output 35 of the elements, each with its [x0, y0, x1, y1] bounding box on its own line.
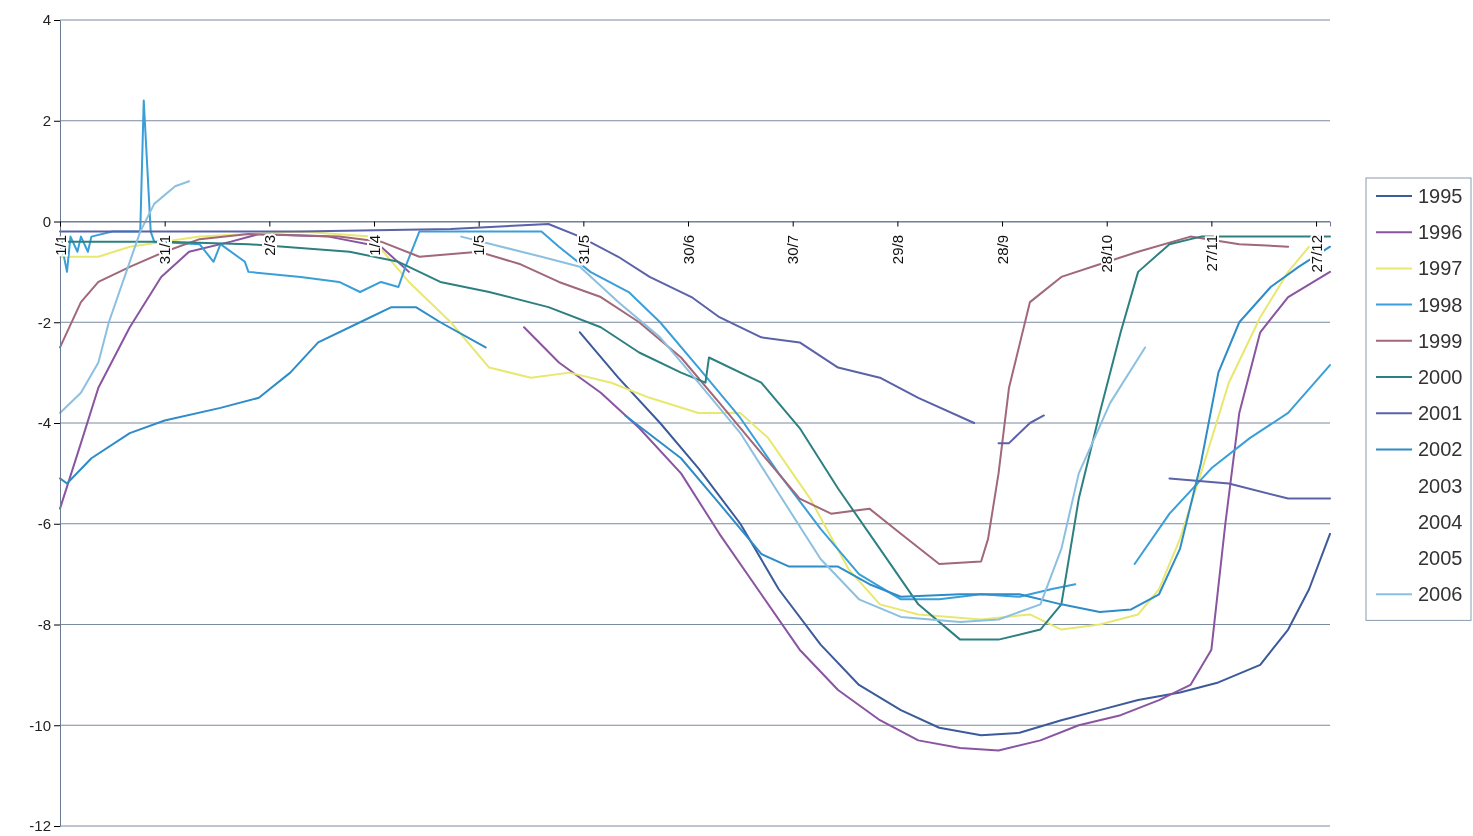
legend-label: 2006 [1418, 583, 1463, 606]
y-tick-label: 4 [42, 11, 51, 29]
y-tick-label: -4 [37, 414, 51, 432]
legend-label: 1998 [1418, 293, 1463, 316]
y-tick-label: 0 [42, 212, 51, 230]
x-tick-label: 2/3 [261, 235, 279, 256]
y-tick-label: -8 [37, 615, 51, 633]
legend-label: 2001 [1418, 402, 1463, 425]
y-tick-label: 2 [42, 112, 51, 130]
legend-label: 1999 [1418, 329, 1463, 352]
x-tick-label: 30/6 [679, 235, 697, 265]
legend-label: 2002 [1418, 438, 1463, 461]
line-series [578, 331, 1331, 737]
x-tick-label: 28/10 [1098, 235, 1116, 273]
x-tick-label: 1/4 [365, 235, 383, 256]
legend-label: 1995 [1418, 185, 1463, 207]
x-tick-label: 1/1 [51, 235, 69, 256]
x-tick-label: 30/7 [784, 235, 802, 265]
text: 2004 [1418, 510, 1463, 533]
x-tick-label: 31/1 [156, 235, 174, 265]
y-tick-label: -2 [37, 313, 51, 331]
x-tick-label: 29/8 [889, 235, 907, 265]
y-tick-label: -10 [29, 716, 51, 734]
x-tick-label: 31/5 [575, 235, 593, 265]
x-tick-label: 28/9 [993, 235, 1011, 265]
x-tick-label: 1/5 [470, 235, 488, 256]
text: 2003 [1418, 474, 1463, 497]
text: 2005 [1418, 547, 1463, 569]
x-tick-label: 27/12 [1307, 235, 1325, 273]
y-tick-label: -12 [29, 817, 51, 835]
y-tick-label: -6 [37, 515, 51, 533]
x-tick-label: 27/11 [1203, 235, 1221, 272]
legend-label: 1996 [1418, 221, 1463, 244]
legend-label: 1997 [1418, 257, 1463, 280]
legend-label: 2000 [1418, 366, 1463, 388]
